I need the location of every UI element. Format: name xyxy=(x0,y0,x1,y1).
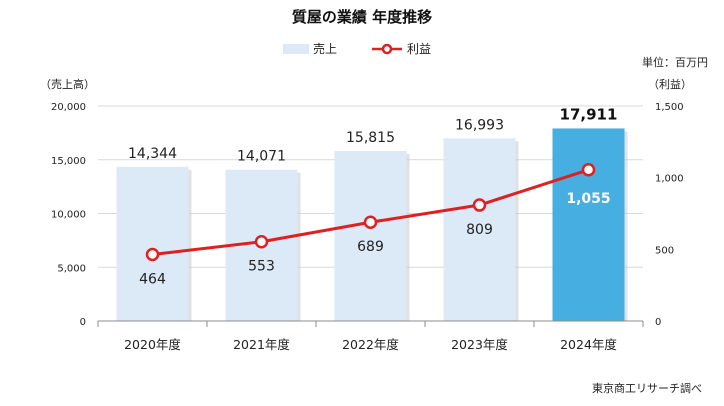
profit-point xyxy=(145,247,160,262)
profit-value-label: 809 xyxy=(466,222,493,238)
category-label: 2023年度 xyxy=(451,337,508,352)
left-tick-label: 0 xyxy=(80,317,86,328)
category-label: 2020年度 xyxy=(124,337,181,352)
left-tick-label: 5,000 xyxy=(57,263,86,274)
legend-label-sales: 売上 xyxy=(313,41,337,56)
tick-labels: 0 5,000 10,000 15,000 20,000 0 500 1,000 1,500 20… xyxy=(51,102,684,352)
legend-marker-profit xyxy=(381,43,393,55)
left-tick-label: 15,000 xyxy=(51,156,86,167)
profit-value-label: 553 xyxy=(248,259,275,275)
bar-value-label: 15,815 xyxy=(346,130,395,146)
bar-value-label: 16,993 xyxy=(455,117,504,133)
bar-2020年度 xyxy=(116,166,189,321)
chart-title: 質屋の業績 年度推移 xyxy=(292,8,432,26)
right-tick-label: 1,000 xyxy=(655,174,684,185)
category-label: 2022年度 xyxy=(342,337,399,352)
right-tick-label: 1,500 xyxy=(655,102,684,113)
bar-value-label: 17,911 xyxy=(560,105,618,123)
legend-label-profit: 利益 xyxy=(407,42,431,56)
bar-2024年度 xyxy=(552,128,625,321)
bar-value-label: 14,344 xyxy=(128,146,177,162)
right-tick-label: 500 xyxy=(655,245,674,256)
profit-line xyxy=(145,163,596,262)
legend: 売上 利益 xyxy=(283,41,431,56)
category-label: 2021年度 xyxy=(233,337,290,352)
category-label: 2024年度 xyxy=(560,337,617,352)
profit-point xyxy=(581,163,596,177)
profit-value-label: 1,055 xyxy=(566,191,610,207)
legend-swatch-sales xyxy=(283,44,309,54)
profit-point xyxy=(472,198,487,212)
unit-label: 単位：百万円 xyxy=(642,55,708,69)
data-labels: 14,344 14,071 15,815 16,993 17,911 464 553 689 8… xyxy=(128,105,617,287)
profit-point xyxy=(363,215,378,229)
bar-2022年度 xyxy=(334,150,407,321)
right-axis-label: （利益） xyxy=(648,77,692,91)
right-tick-label: 0 xyxy=(655,317,661,328)
axes xyxy=(97,320,644,327)
bar-2023年度 xyxy=(443,138,516,321)
bar-value-label: 14,071 xyxy=(237,149,286,165)
profit-value-label: 689 xyxy=(357,239,384,255)
left-axis-label: （売上高） xyxy=(40,77,95,91)
source-note: 東京商工リサーチ調べ xyxy=(592,381,702,395)
left-tick-label: 10,000 xyxy=(51,210,86,221)
profit-value-label: 464 xyxy=(139,271,166,287)
profit-point xyxy=(254,234,269,249)
left-tick-label: 20,000 xyxy=(51,102,86,113)
